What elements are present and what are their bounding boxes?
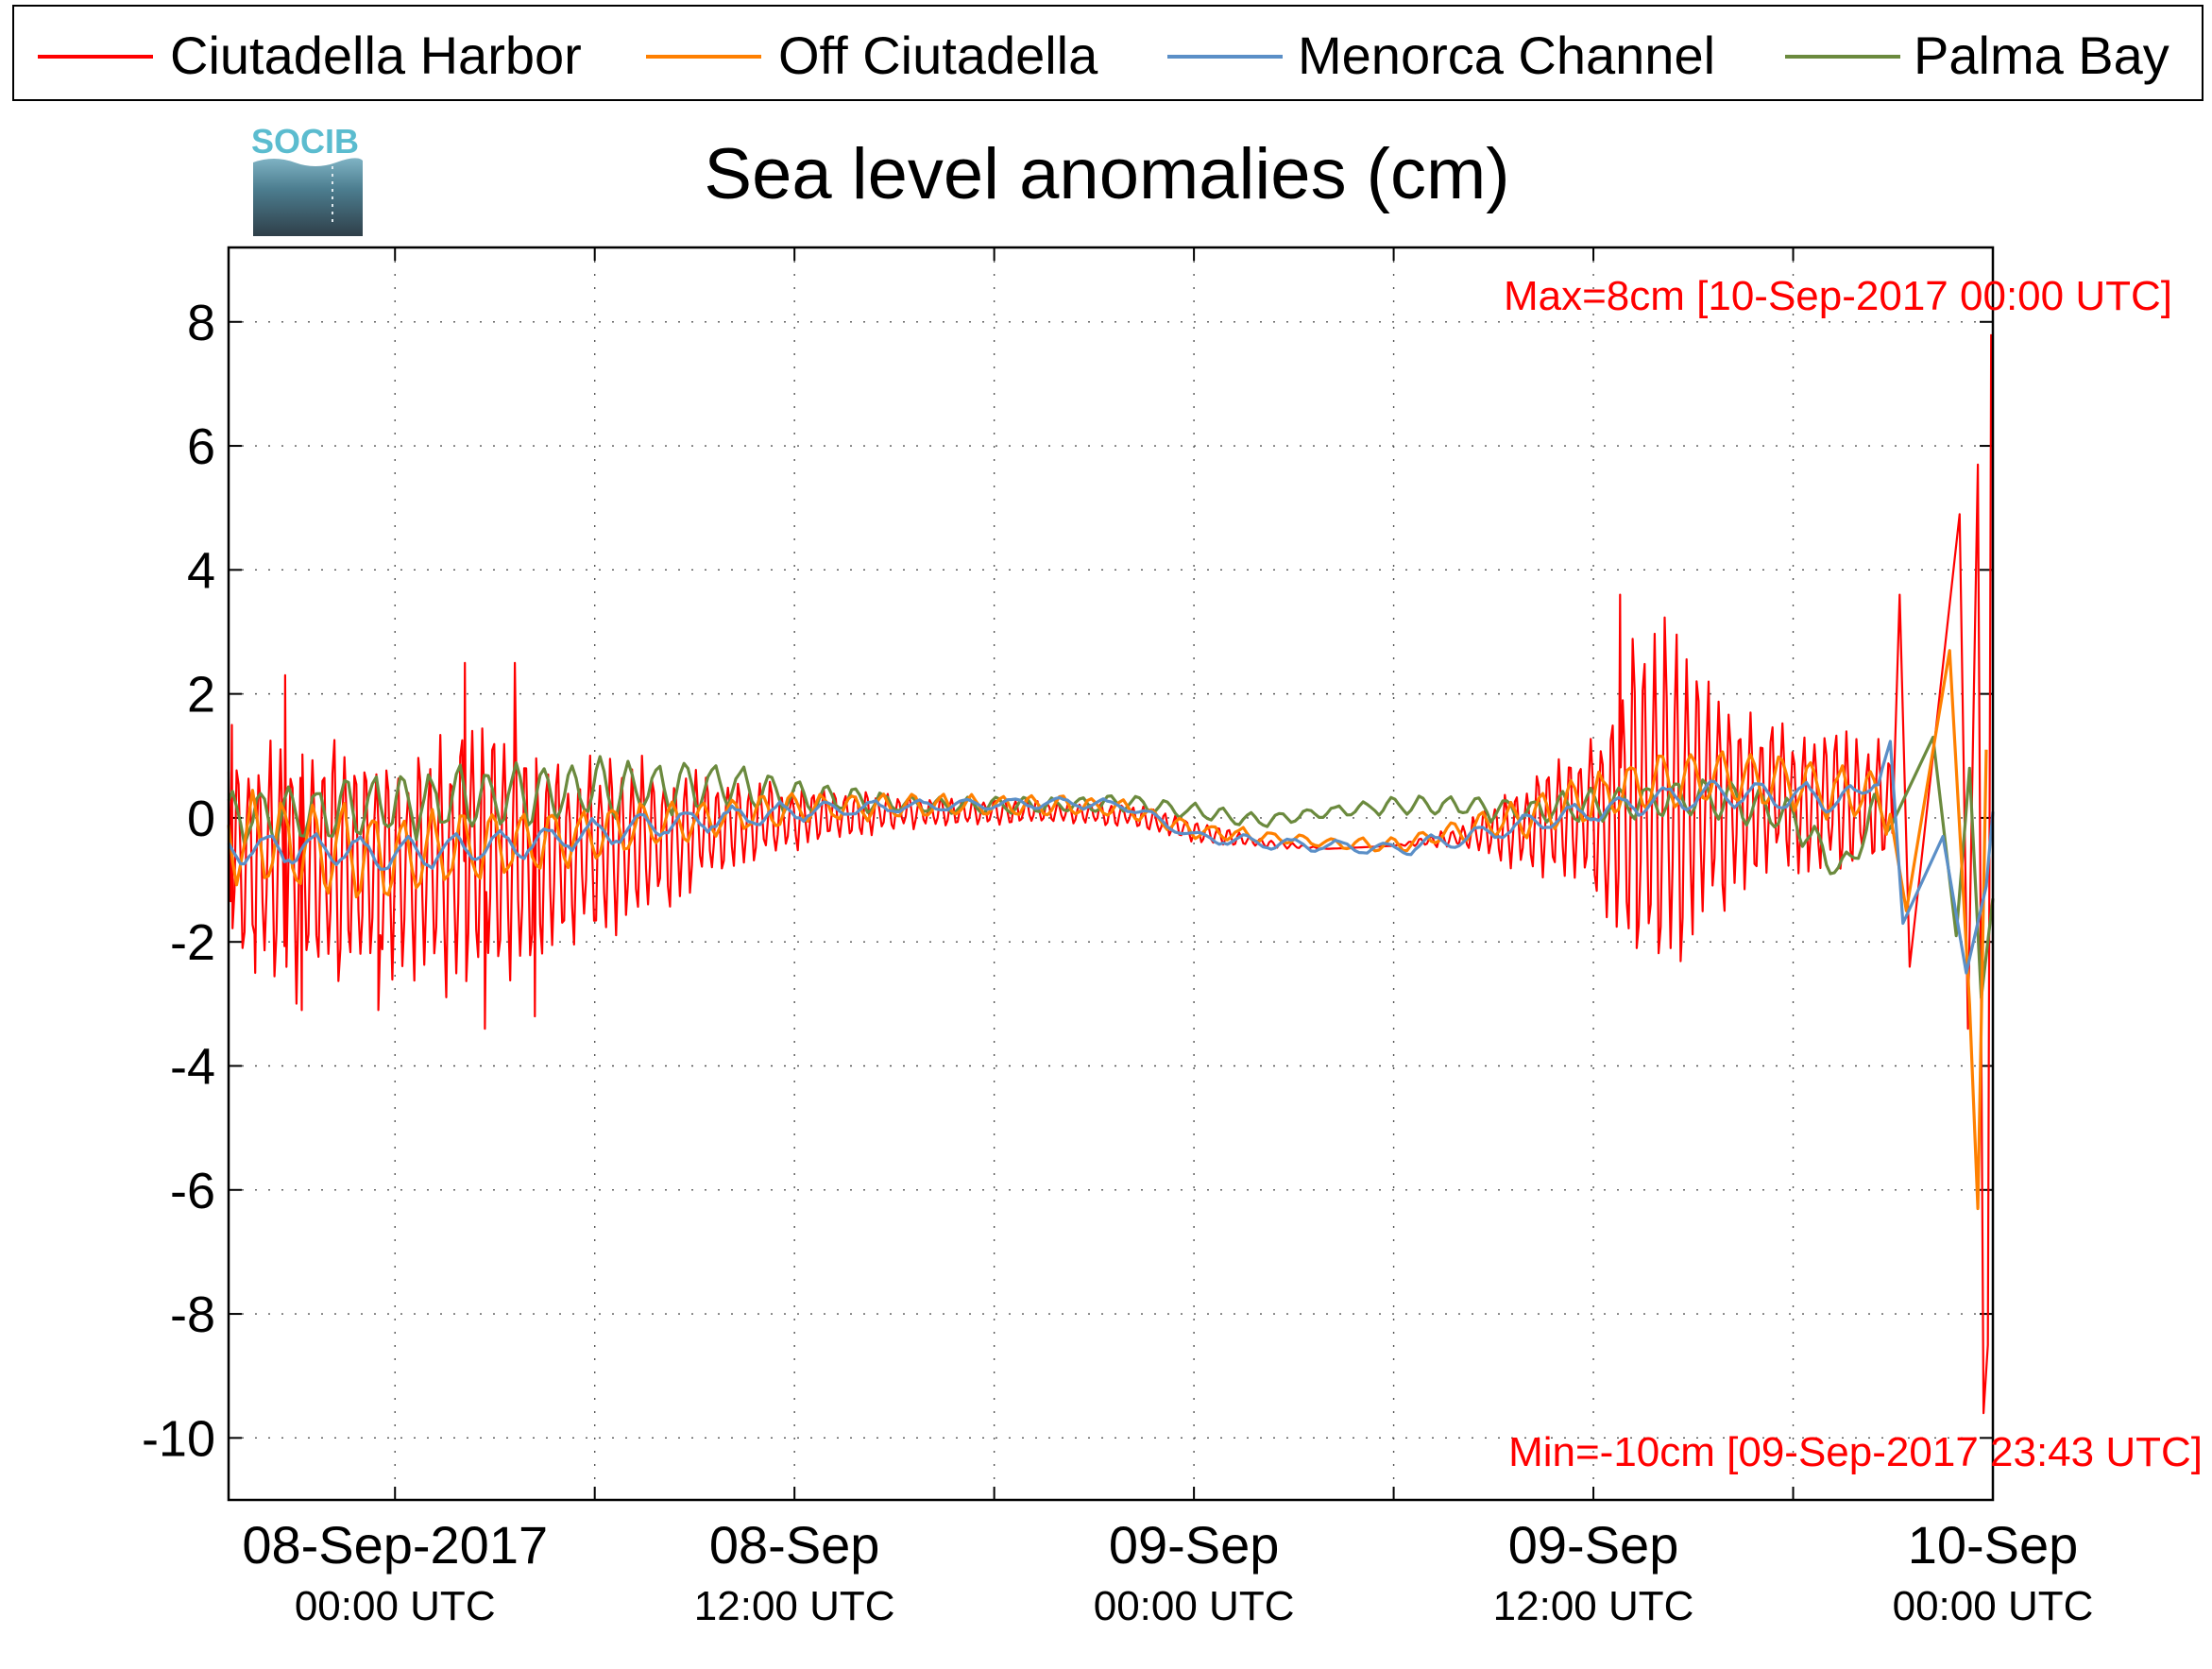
y-tick-label: 0 (187, 791, 215, 847)
logo-text: SOCIB (251, 122, 359, 161)
legend: Ciutadella Harbor Off Ciutadella Menorca… (12, 5, 2203, 101)
series-off-ciutadella (227, 649, 1988, 1211)
x-axis-labels: 08-Sep-2017 00:00 UTC 08-Sep 12:00 UTC 09-Se… (242, 1515, 2093, 1629)
y-tick-label: -10 (142, 1410, 215, 1467)
series-ciutadella-harbor (227, 333, 1993, 1415)
x-tick-label-time: 00:00 UTC (1893, 1583, 2094, 1629)
socib-logo: SOCIB (251, 122, 363, 236)
x-tick-label-time: 00:00 UTC (295, 1583, 496, 1629)
y-tick-label: 2 (187, 667, 215, 724)
x-tick-label-time: 12:00 UTC (1493, 1583, 1694, 1629)
legend-entry-menorca-channel[interactable]: Menorca Channel (1167, 26, 1715, 85)
series-layer (227, 333, 1995, 1415)
y-tick-label: 8 (187, 295, 215, 351)
y-tick-label: 4 (187, 542, 215, 599)
x-tick-label-date: 08-Sep (709, 1515, 880, 1575)
legend-label-off-ciutadella: Off Ciutadella (778, 26, 1098, 85)
y-tick-label: -6 (170, 1163, 215, 1219)
y-tick-label: -4 (170, 1038, 215, 1095)
x-tick-label-date: 08-Sep-2017 (242, 1515, 548, 1575)
chart-title: Sea level anomalies (cm) (704, 134, 1509, 214)
plot-frame (227, 246, 1995, 1502)
x-tick-label-date: 10-Sep (1908, 1515, 2079, 1575)
legend-entry-palma-bay[interactable]: Palma Bay (1785, 26, 2169, 85)
y-tick-label: 6 (187, 418, 215, 475)
series-menorca-channel (227, 740, 1995, 975)
max-annotation: Max=8cm [10-Sep-2017 00:00 UTC] (1504, 273, 2172, 319)
legend-entry-ciutadella-harbor[interactable]: Ciutadella Harbor (38, 26, 582, 85)
x-tick-label-time: 12:00 UTC (694, 1583, 895, 1629)
min-annotation: Min=-10cm [09-Sep-2017 23:43 UTC] (1508, 1429, 2203, 1475)
y-tick-label: -8 (170, 1286, 215, 1343)
y-tick-label: -2 (170, 914, 215, 971)
logo-wave (253, 158, 363, 236)
legend-entry-off-ciutadella[interactable]: Off Ciutadella (646, 26, 1098, 85)
legend-label-menorca-channel: Menorca Channel (1298, 26, 1715, 85)
plot-background (229, 247, 1993, 1500)
plot-area (227, 246, 1995, 1502)
legend-label-ciutadella-harbor: Ciutadella Harbor (170, 26, 582, 85)
y-axis-labels: 8 6 4 2 0 -2 -4 -6 -8 -10 (142, 295, 215, 1468)
x-tick-label-date: 09-Sep (1508, 1515, 1679, 1575)
legend-label-palma-bay: Palma Bay (1914, 26, 2169, 85)
x-tick-label-time: 00:00 UTC (1094, 1583, 1295, 1629)
x-tick-label-date: 09-Sep (1109, 1515, 1280, 1575)
legend-box (12, 5, 2203, 101)
